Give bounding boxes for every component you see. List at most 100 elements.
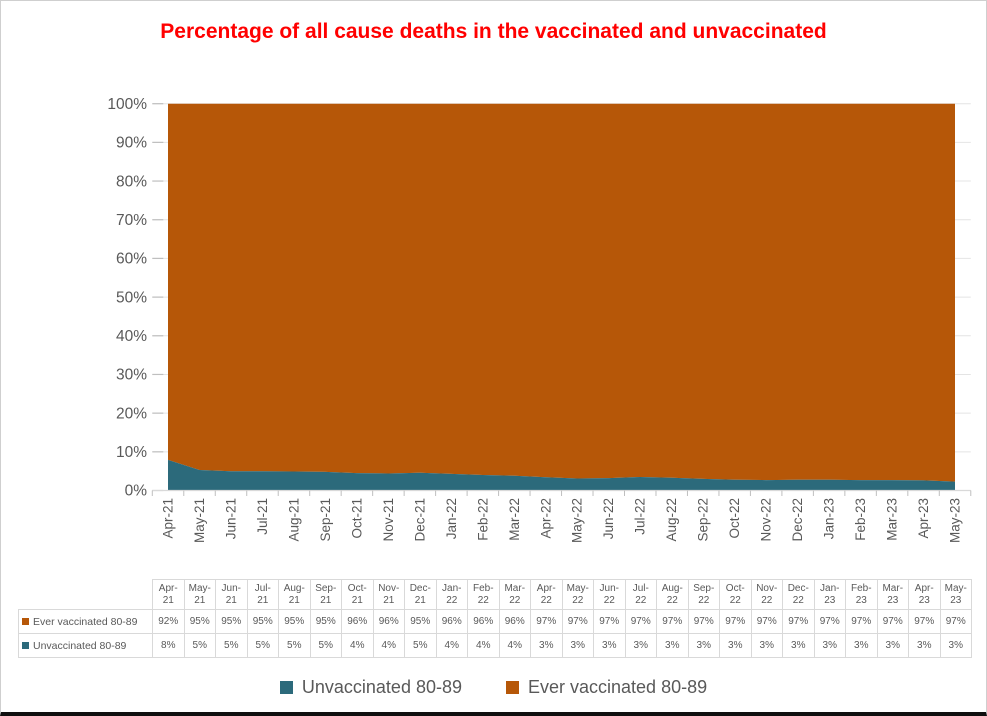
table-month-header: Nov- 21 <box>372 579 405 610</box>
table-value-cell: 96% <box>498 609 531 634</box>
y-axis-label: 40% <box>116 328 147 345</box>
table-value-cell: 5% <box>404 633 437 658</box>
x-axis-label: Dec-22 <box>790 498 805 542</box>
chart-title: Percentage of all cause deaths in the va… <box>160 20 827 43</box>
table-month-header: May- 21 <box>183 579 216 610</box>
area-ever-vaccinated <box>168 103 955 482</box>
legend-swatch-unvaccinated-icon <box>279 680 293 694</box>
table-value-cell: 96% <box>341 609 374 634</box>
legend-item-unvaccinated: Unvaccinated 80-89 <box>279 676 462 698</box>
table-value-cell: 97% <box>593 609 626 634</box>
x-axis-label: Mar-23 <box>885 498 900 541</box>
y-axis-label: 70% <box>116 212 147 229</box>
y-axis-label: 80% <box>116 173 147 190</box>
x-axis-label: Jun-22 <box>601 498 616 539</box>
table-series-label: Ever vaccinated 80-89 <box>18 609 153 634</box>
table-value-cell: 4% <box>341 633 374 658</box>
table-value-cell: 3% <box>687 633 720 658</box>
table-value-cell: 5% <box>246 633 279 658</box>
y-axis-label: 30% <box>116 367 147 384</box>
table-value-cell: 97% <box>561 609 594 634</box>
table-value-cell: 97% <box>530 609 563 634</box>
table-value-cell: 3% <box>624 633 657 658</box>
x-axis-label: Dec-21 <box>412 498 427 542</box>
table-month-header: Jan- 23 <box>813 579 846 610</box>
table-value-cell: 97% <box>656 609 689 634</box>
table-value-cell: 5% <box>278 633 311 658</box>
table-value-cell: 3% <box>593 633 626 658</box>
x-axis-label: Nov-21 <box>381 498 396 542</box>
table-value-cell: 95% <box>278 609 311 634</box>
table-month-header: Sep- 22 <box>687 579 720 610</box>
table-value-cell: 3% <box>876 633 909 658</box>
table-month-header: Apr- 21 <box>152 579 185 610</box>
table-value-cell: 95% <box>404 609 437 634</box>
table-value-cell: 4% <box>498 633 531 658</box>
table-month-header: Dec- 22 <box>782 579 815 610</box>
table-corner-cell <box>19 580 153 610</box>
table-value-cell: 3% <box>656 633 689 658</box>
table-month-header: Oct- 22 <box>719 579 752 610</box>
x-axis-label: Feb-23 <box>853 498 868 541</box>
x-axis-label: Aug-21 <box>286 498 301 542</box>
table-value-cell: 4% <box>435 633 468 658</box>
table-value-cell: 8% <box>152 633 185 658</box>
table-value-cell: 96% <box>372 609 405 634</box>
table-value-cell: 3% <box>908 633 941 658</box>
y-axis-label: 10% <box>116 444 147 461</box>
table-value-cell: 97% <box>939 609 972 634</box>
table-value-cell: 95% <box>246 609 279 634</box>
y-axis-label: 50% <box>116 289 147 306</box>
table-row: Ever vaccinated 80-89 92% 95% 95% 95% 95% 95% 9… <box>18 609 972 634</box>
table-value-cell: 97% <box>750 609 783 634</box>
table-series-label: Unvaccinated 80-89 <box>18 633 153 658</box>
table-month-header: Mar- 22 <box>498 579 531 610</box>
x-axis-label: Jan-22 <box>444 498 459 539</box>
table-value-cell: 5% <box>309 633 342 658</box>
table-value-cell: 95% <box>183 609 216 634</box>
table-month-header: May- 22 <box>561 579 594 610</box>
table-value-cell: 97% <box>782 609 815 634</box>
table-value-cell: 97% <box>845 609 878 634</box>
x-axis-label: May-22 <box>570 498 585 543</box>
table-value-cell: 3% <box>530 633 563 658</box>
x-axis-label: Apr-21 <box>161 498 176 539</box>
x-axis-label: Apr-23 <box>916 498 931 539</box>
table-month-header: Dec- 21 <box>404 579 437 610</box>
table-month-header: Nov- 22 <box>750 579 783 610</box>
table-value-cell: 3% <box>845 633 878 658</box>
table-value-cell: 3% <box>561 633 594 658</box>
table-value-cell: 96% <box>435 609 468 634</box>
table-value-cell: 97% <box>813 609 846 634</box>
y-axis-label: 90% <box>116 135 147 152</box>
table-month-header: Sep- 21 <box>309 579 342 610</box>
x-axis-label: May-23 <box>948 498 963 543</box>
table-value-cell: 96% <box>467 609 500 634</box>
table-month-header: Feb- 23 <box>845 579 878 610</box>
data-table: Apr- 21 May- 21 Jun- 21 Jul- 21 Aug- 21 Sep- 21 Oct-… <box>18 579 972 658</box>
y-axis-label: 60% <box>116 251 147 268</box>
table-month-header: Jul- 22 <box>624 579 657 610</box>
x-axis-label: Oct-21 <box>349 498 364 539</box>
table-value-cell: 4% <box>372 633 405 658</box>
area-unvaccinated <box>168 459 955 491</box>
x-axis-label: Jan-23 <box>822 498 837 539</box>
legend-item-vaccinated: Ever vaccinated 80-89 <box>506 677 707 698</box>
x-axis-label: Sep-21 <box>318 498 333 542</box>
legend-label-unvaccinated: Unvaccinated 80-89 <box>301 676 462 697</box>
table-month-header: Mar- 23 <box>876 579 909 610</box>
table-value-cell: 95% <box>215 609 248 634</box>
table-month-header: Jun- 22 <box>593 579 626 610</box>
table-value-cell: 3% <box>750 633 783 658</box>
legend-swatch-vaccinated-icon <box>506 680 519 694</box>
table-value-cell: 97% <box>719 609 752 634</box>
table-month-header: Aug- 22 <box>656 579 689 610</box>
x-axis-label: Sep-22 <box>696 498 711 542</box>
table-value-cell: 3% <box>813 633 846 658</box>
table-value-cell: 97% <box>624 609 657 634</box>
x-axis-label: Feb-22 <box>475 498 490 541</box>
x-axis-label: May-21 <box>192 498 207 543</box>
y-axis-label: 20% <box>116 405 147 422</box>
